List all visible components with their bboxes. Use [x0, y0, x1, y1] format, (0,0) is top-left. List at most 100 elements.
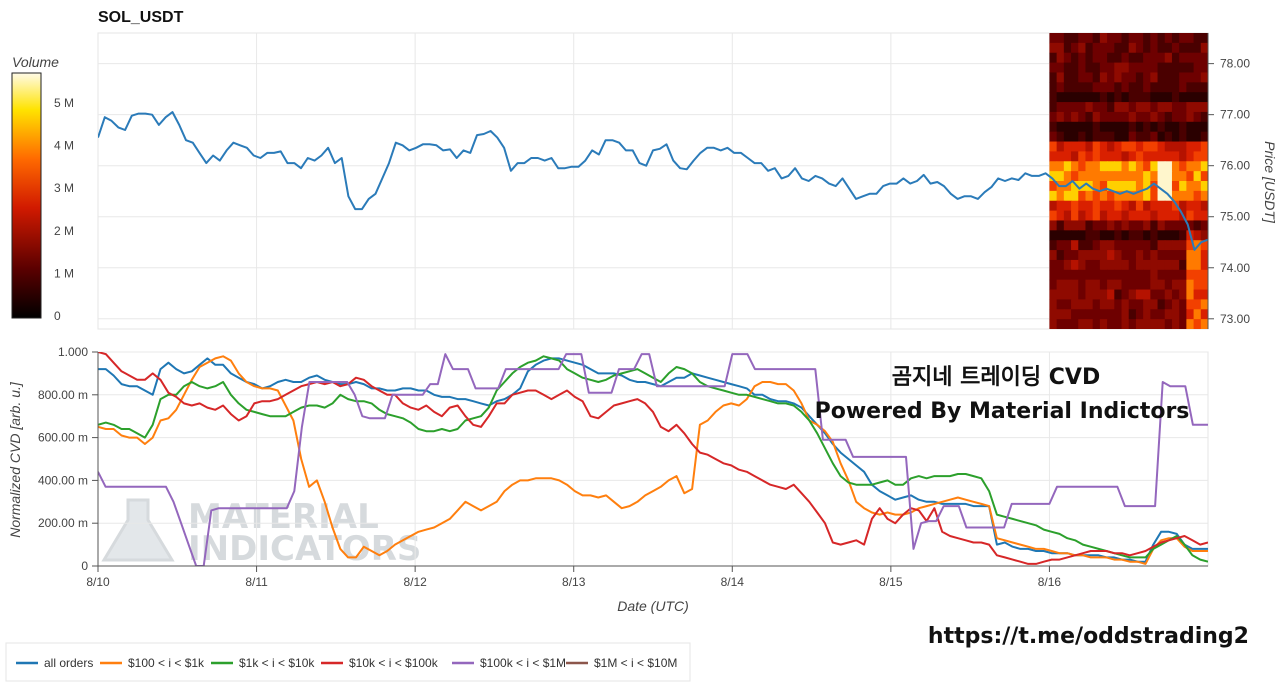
cvd-yticks: 0 200.00 m 400.00 m 600.00 m 800.00 m 1.000	[38, 345, 98, 573]
heatmap-cell	[1071, 269, 1079, 281]
heatmap-cell	[1114, 52, 1123, 64]
heatmap-cell	[1179, 82, 1187, 93]
heatmap-cell	[1092, 299, 1101, 310]
heatmap-cell	[1107, 33, 1115, 44]
heatmap-cell	[1107, 269, 1115, 281]
heatmap-cell	[1121, 299, 1130, 310]
heatmap-cell	[1164, 279, 1173, 291]
heatmap-cell	[1078, 92, 1087, 103]
heatmap-cell	[1063, 200, 1072, 212]
heatmap-cell	[1099, 319, 1108, 329]
heatmap-cell	[1063, 190, 1072, 202]
heatmap-cell	[1193, 82, 1202, 93]
cvd-y-axis-title: Normalized CVD [arb. u.]	[7, 381, 23, 538]
heatmap-cell	[1078, 62, 1087, 74]
heatmap-cell	[1121, 161, 1130, 172]
heatmap-cell	[1107, 52, 1115, 64]
heatmap-cell	[1121, 151, 1130, 162]
heatmap-cell	[1200, 299, 1208, 310]
heatmap-cell	[1150, 200, 1159, 212]
heatmap-cell	[1128, 62, 1137, 74]
heatmap-cell	[1063, 289, 1072, 300]
heatmap-cell	[1092, 269, 1101, 281]
heatmap-cell	[1099, 289, 1108, 300]
heatmap-cell	[1193, 250, 1202, 261]
heatmap-cell	[1107, 72, 1115, 83]
price-ytick-label: 74.00	[1220, 261, 1250, 275]
heatmap-cell	[1085, 161, 1094, 172]
heatmap-cell	[1186, 181, 1195, 192]
heatmap-cell	[1200, 141, 1208, 152]
heatmap-cell	[1157, 210, 1166, 222]
cvd-xtick-label: 8/14	[721, 575, 745, 589]
heatmap-cell	[1056, 220, 1065, 231]
heatmap-cell	[1121, 52, 1130, 64]
heatmap-cell	[1150, 210, 1159, 222]
cvd-xtick-label: 8/15	[879, 575, 903, 589]
heatmap-cell	[1107, 171, 1115, 182]
heatmap-cell	[1121, 279, 1130, 291]
heatmap-cell	[1063, 279, 1072, 291]
heatmap-cell	[1078, 141, 1087, 152]
heatmap-cell	[1092, 92, 1101, 103]
heatmap-cell	[1171, 141, 1180, 152]
heatmap-cell	[1128, 259, 1137, 271]
heatmap-cell	[1056, 210, 1065, 222]
heatmap-cell	[1107, 151, 1115, 162]
heatmap-cell	[1092, 33, 1101, 44]
price-y-axis-title: Price [USDT]	[1262, 141, 1278, 224]
heatmap-cell	[1114, 200, 1123, 212]
heatmap-cell	[1099, 309, 1108, 320]
heatmap-cell	[1114, 230, 1123, 241]
heatmap-cell	[1150, 151, 1159, 162]
price-lines	[98, 111, 1208, 251]
heatmap-cell	[1150, 141, 1159, 152]
price-ytick-label: 73.00	[1220, 312, 1250, 326]
heatmap-cell	[1063, 161, 1072, 172]
heatmap-cell	[1200, 250, 1208, 261]
heatmap-cell	[1085, 102, 1094, 113]
heatmap-cell	[1071, 111, 1079, 123]
heatmap-cell	[1135, 299, 1144, 310]
heatmap-cell	[1078, 33, 1087, 44]
heatmap-cell	[1099, 161, 1108, 172]
heatmap-cell	[1063, 92, 1072, 103]
heatmap-cell	[1200, 52, 1208, 64]
heatmap-cell	[1150, 181, 1159, 192]
heatmap-cell	[1107, 210, 1115, 222]
heatmap-cell	[1157, 141, 1166, 152]
heatmap-cell	[1056, 161, 1065, 172]
heatmap-cell	[1114, 250, 1123, 261]
heatmap-cell	[1186, 141, 1195, 152]
heatmap-cell	[1107, 279, 1115, 291]
heatmap-cell	[1200, 151, 1208, 162]
heatmap-cell	[1114, 190, 1123, 202]
heatmap-cell	[1143, 289, 1151, 300]
heatmap-cell	[1085, 210, 1094, 222]
telegram-link[interactable]: https://t.me/oddstrading2	[928, 624, 1249, 649]
heatmap-cell	[1135, 210, 1144, 222]
heatmap-cell	[1114, 220, 1123, 231]
heatmap-cell	[1171, 200, 1180, 212]
heatmap-cell	[1143, 161, 1151, 172]
cvd-ytick-label: 1.000	[58, 345, 88, 359]
heatmap-cell	[1078, 111, 1087, 123]
heatmap-cell	[1164, 200, 1173, 212]
legend-item: all orders	[16, 656, 93, 670]
heatmap-cell	[1085, 131, 1094, 143]
heatmap-cell	[1071, 259, 1079, 271]
heatmap-cell	[1193, 200, 1202, 212]
heatmap-cell	[1049, 92, 1058, 103]
heatmap-cell	[1171, 151, 1180, 162]
heatmap-cell	[1186, 200, 1195, 212]
heatmap-cell	[1171, 111, 1180, 123]
heatmap-cell	[1179, 131, 1187, 143]
heatmap-cell	[1078, 279, 1087, 291]
heatmap-cell	[1164, 92, 1173, 103]
heatmap-cell	[1049, 82, 1058, 93]
price-line	[98, 111, 1208, 251]
heatmap-cell	[1164, 230, 1173, 241]
heatmap-cell	[1092, 210, 1101, 222]
heatmap-cell	[1200, 259, 1208, 271]
